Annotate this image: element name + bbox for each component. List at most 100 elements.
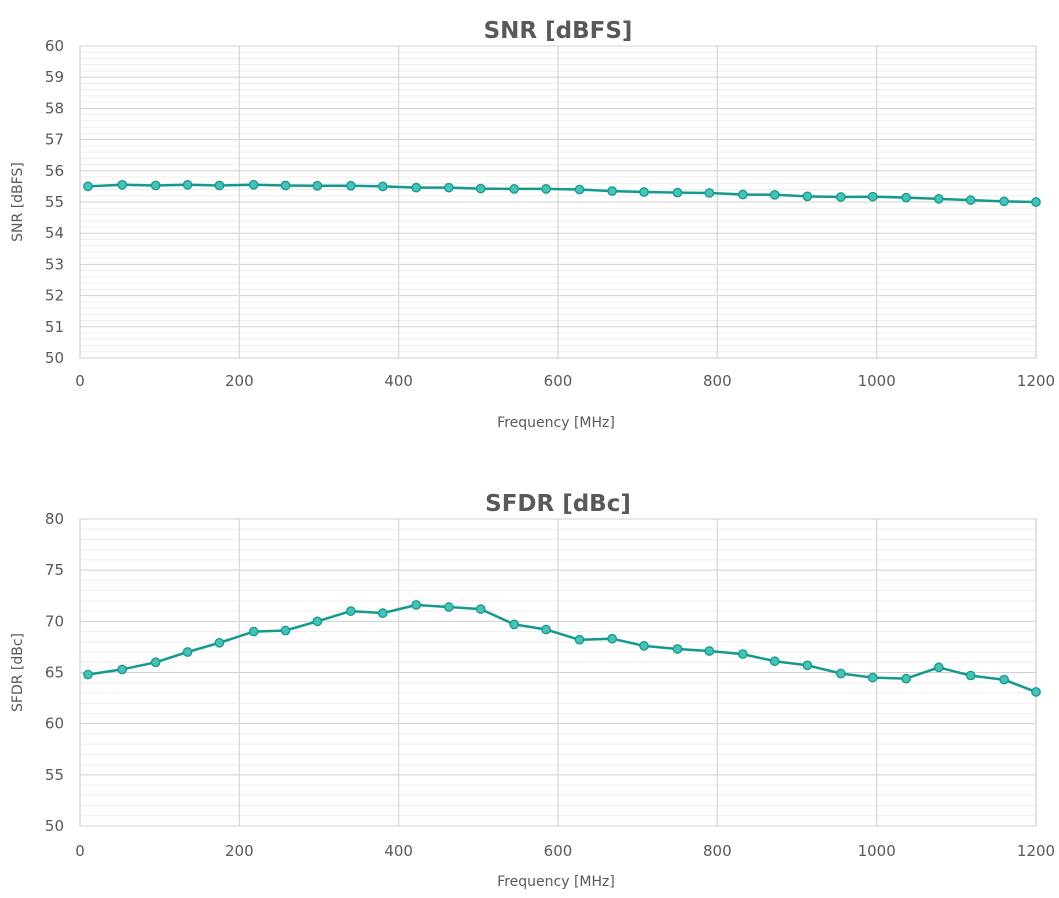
chart1-y-axis-label: SFDR [dBc] [10,633,26,712]
chart1-x-tick-label: 1200 [1017,842,1055,860]
chart1-y-tick-label: 65 [45,664,64,682]
chart1-data-point [802,660,813,671]
chart1-data-point [475,604,486,614]
chart1-title: SFDR [dBc] [485,491,631,517]
chart1-data-point [150,657,161,668]
chart0-data-point [475,183,486,194]
chart0-data-point [411,182,422,193]
chart1-data-point [377,608,388,618]
chart0-data-point [214,180,225,191]
chart0-data-point [574,184,585,195]
chart1-plot-border [79,518,1037,827]
chart0-data-point [737,189,748,200]
chart1-data-point [704,646,715,656]
chart1-gridlines [79,518,1037,827]
chart0-data-point [933,194,944,204]
chart0-y-tick-label: 59 [45,68,64,86]
chart0-data-point [150,180,161,191]
chart1-data-point [933,662,944,673]
chart0-data-point [182,179,193,190]
chart0-x-tick-label: 1200 [1017,372,1055,390]
chart1-data-point [411,600,422,610]
chart0-data-point [965,195,976,205]
chart0-y-axis-label: SNR [dBFS] [10,162,26,242]
chart1-y-tick-label: 75 [45,561,64,579]
chart1-data-point [117,664,128,675]
chart1-x-axis-label: Frequency [MHz] [497,874,615,890]
chart0-y-tick-label: 55 [45,193,64,211]
chart0-data-point [672,187,683,198]
chart0-data-point [541,184,551,194]
chart0-data-point [999,196,1009,207]
chart1-data-point [509,619,520,630]
chart1-x-tick-label: 1000 [858,842,896,860]
chart0-y-tick-label: 57 [45,131,64,149]
chart1-series-line [87,603,1037,694]
chart0-data-point [704,188,715,198]
chart0-y-tick-label: 53 [45,255,64,273]
chart1-y-tick-label: 50 [45,817,64,835]
chart0-data-point [1031,197,1041,207]
chart0-data-point [280,180,291,191]
chart0-x-axis-label: Frequency [MHz] [497,415,615,431]
chart0-y-tick-label: 50 [45,349,64,367]
chart1-data-point [965,670,976,681]
chart0-x-tick-label: 600 [544,372,573,390]
chart1-data-point [607,633,618,644]
chart0-y-tick-label: 60 [45,37,64,55]
chart1-data-point [639,641,649,651]
chart0-data-point [377,181,388,192]
chart0-data-point [117,179,128,190]
chart0-data-point [346,180,356,191]
chart0-gridlines [79,45,1037,359]
chart0-data-point [901,192,911,203]
chart0-data-point [444,182,454,193]
chart1-data-point [83,669,93,680]
chart1-data-point [867,672,878,683]
chart0-data-point [802,191,813,202]
chart1-data-point [346,606,356,616]
chart0-data-point [312,180,323,191]
chart1-x-tick-label: 0 [75,842,85,860]
chart0-data-point [835,192,846,202]
chart0-data-point [769,189,780,200]
chart0-data-point [867,191,878,202]
chart0-x-tick-label: 200 [225,372,254,390]
chart1-x-tick-label: 600 [544,842,573,860]
chart1-x-tick-label: 800 [703,842,732,860]
chart0-series-line [87,183,1037,204]
chart1-data-point [182,647,193,657]
chart1-data-point [769,656,780,667]
chart0-x-tick-label: 400 [384,372,413,390]
chart0-title: SNR [dBFS] [484,18,633,44]
chart1-data-point [214,637,225,648]
chart0-data-point [607,186,618,196]
chart1-data-point [312,616,323,627]
chart1-x-tick-label: 200 [225,842,254,860]
chart1-data-point [999,674,1009,685]
chart0-x-tick-label: 0 [75,372,85,390]
chart0-y-tick-label: 58 [45,99,64,117]
chart1-data-point [672,644,683,654]
chart0-data-point [248,179,259,190]
chart1-data-point [901,673,911,684]
chart0-y-tick-label: 54 [45,224,64,242]
chart1-x-tick-label: 400 [384,842,413,860]
chart1-y-tick-label: 60 [45,715,64,733]
chart1-data-point [737,649,748,659]
chart0-x-tick-label: 1000 [858,372,896,390]
chart1-y-tick-label: 55 [45,766,64,784]
chart0-x-tick-label: 800 [703,372,732,390]
chart1-data-point [444,602,454,612]
chart0-data-point [83,181,93,192]
chart1-data-point [248,626,259,637]
chart1-data-point [574,634,585,645]
chart1-data-point [280,625,291,636]
chart1-data-point [1031,687,1041,697]
chart0-y-tick-label: 56 [45,162,64,180]
chart1-y-tick-label: 80 [45,510,64,528]
chart0-y-tick-label: 51 [45,318,64,336]
